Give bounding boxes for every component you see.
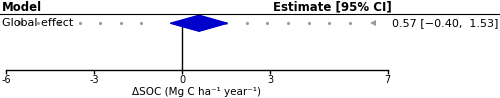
X-axis label: ΔSOC (Mg C ha⁻¹ year⁻¹): ΔSOC (Mg C ha⁻¹ year⁻¹) [132,87,262,97]
Text: Model: Model [2,1,42,14]
Text: 0.57 [−0.40,  1.53]: 0.57 [−0.40, 1.53] [392,18,498,28]
Text: Estimate [95% CI]: Estimate [95% CI] [274,1,392,14]
Polygon shape [170,15,227,31]
Text: Global effect: Global effect [2,18,73,28]
